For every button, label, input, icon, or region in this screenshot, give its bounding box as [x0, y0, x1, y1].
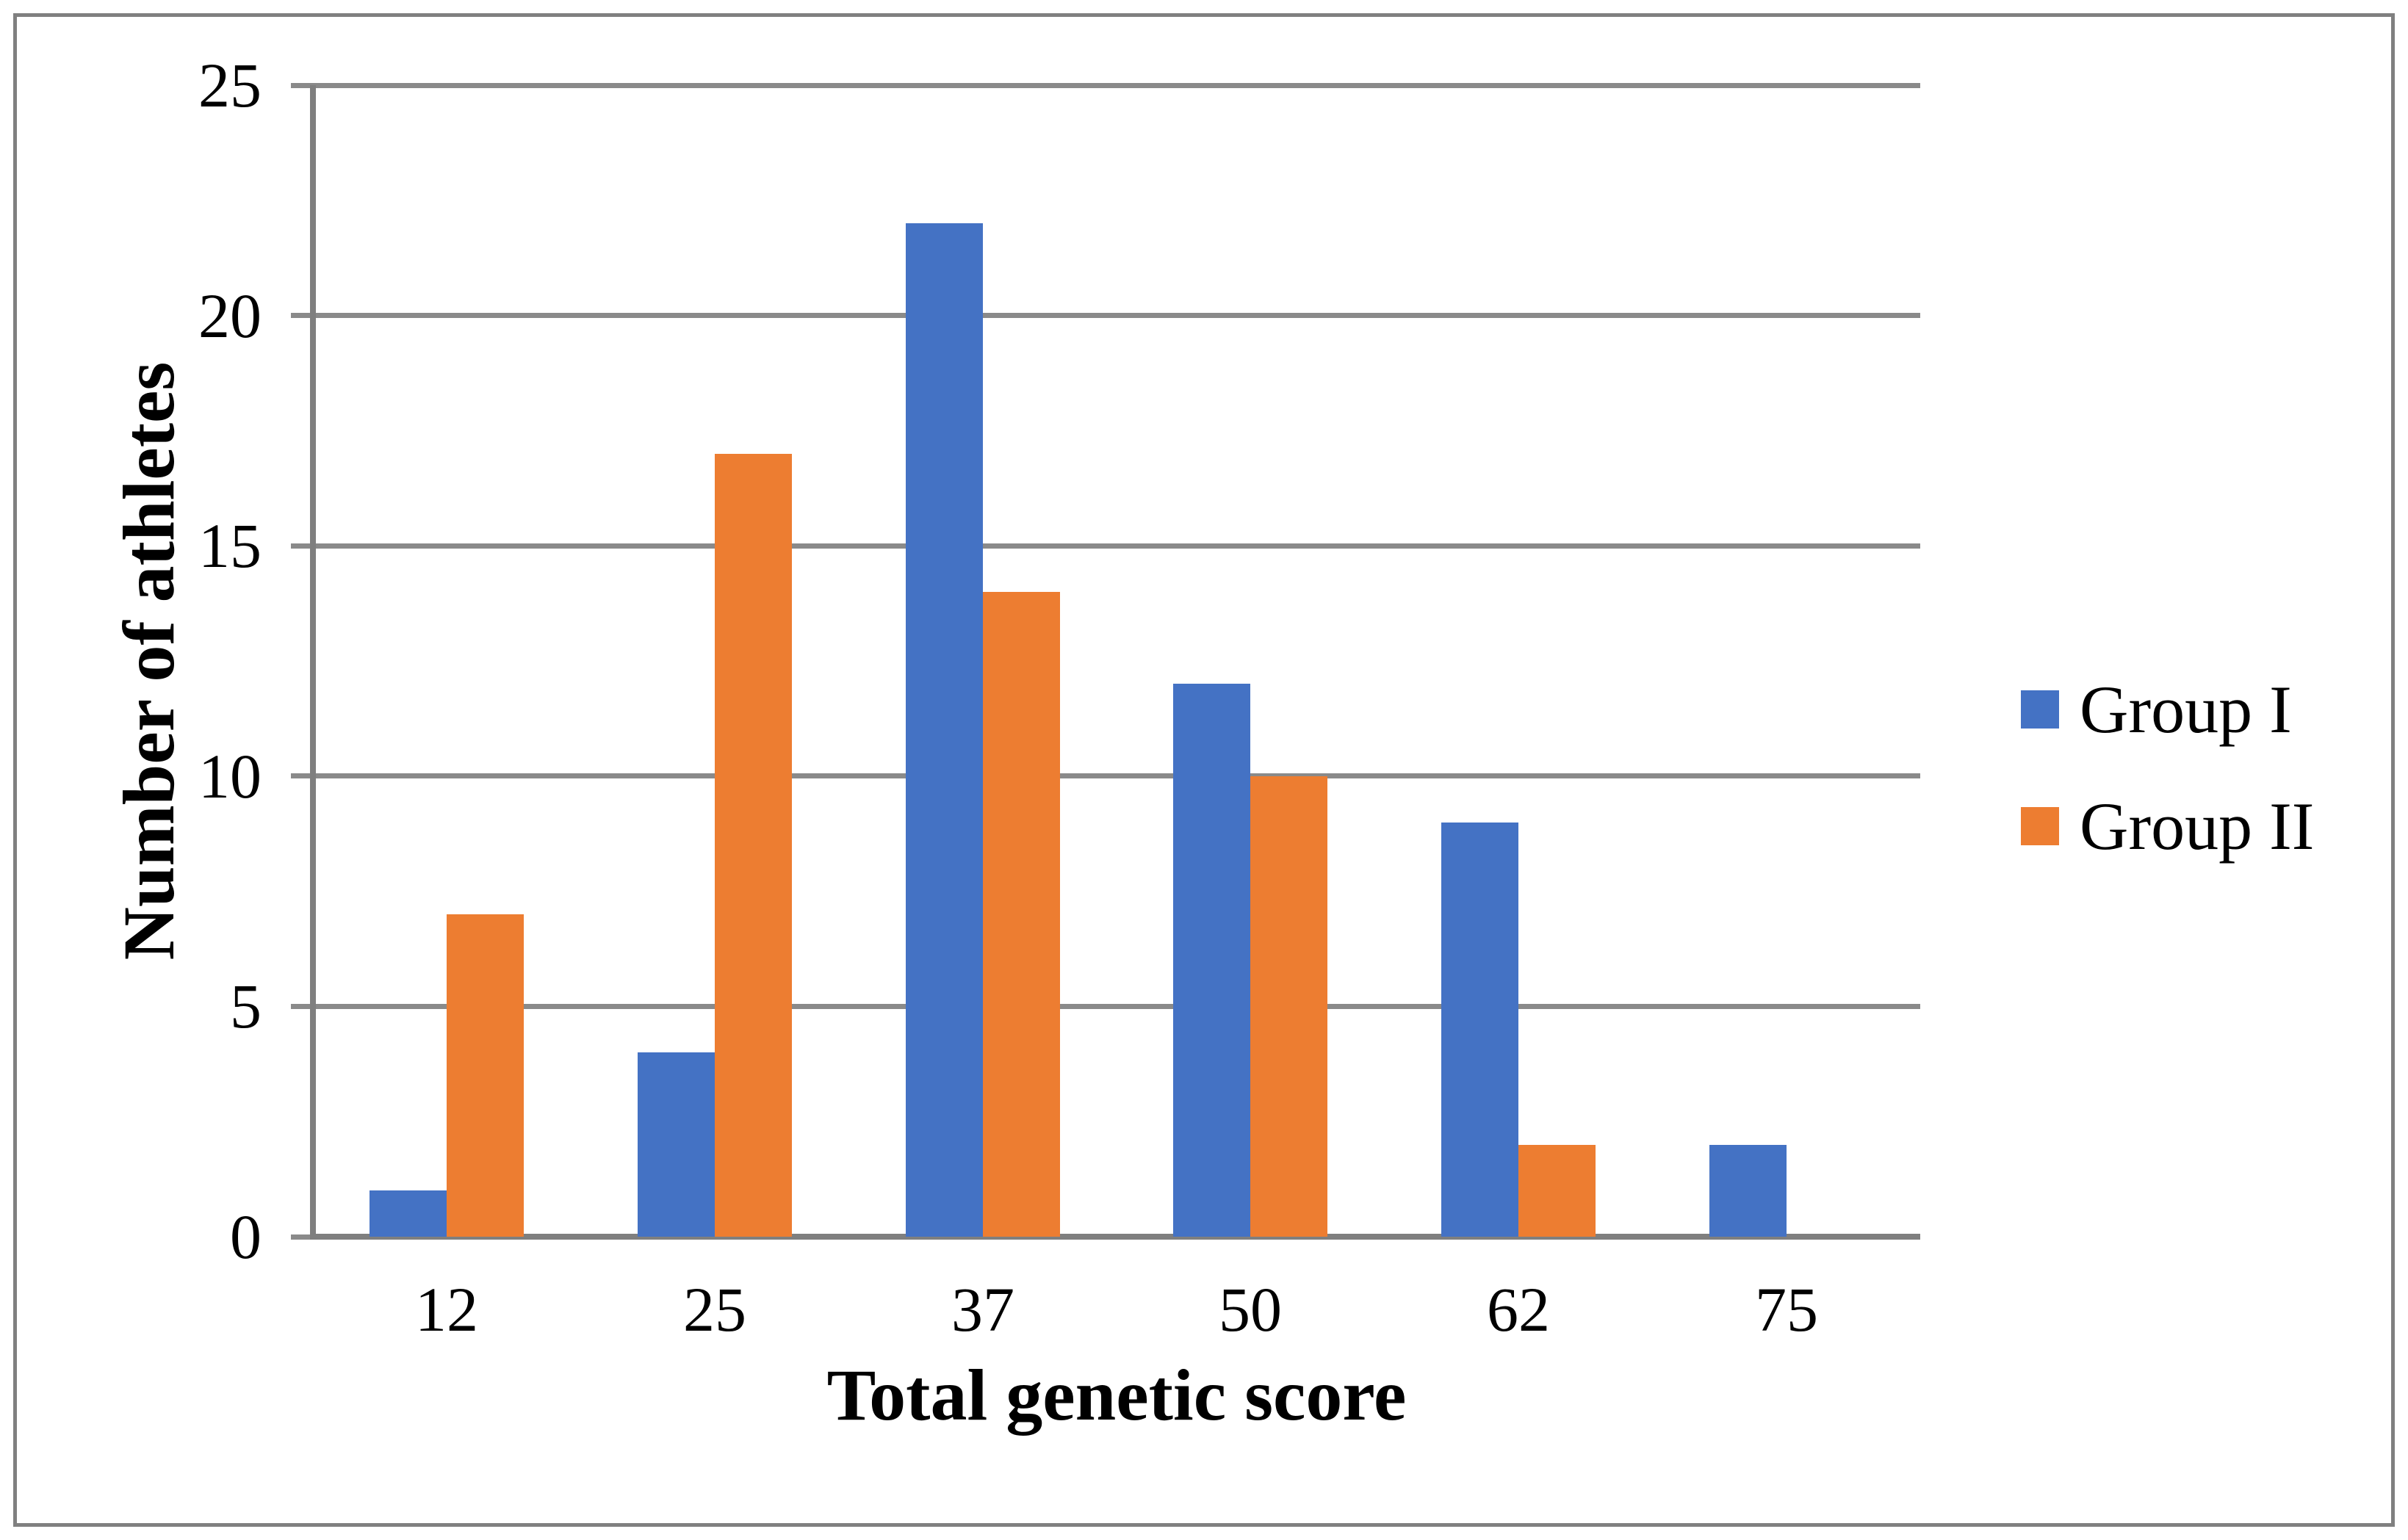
x-axis-line [313, 1234, 1920, 1240]
gridline-15 [313, 543, 1920, 549]
legend-label-group-i: Group I [2080, 672, 2292, 747]
y-tick-15 [291, 543, 313, 549]
bar-group-ii-50 [1250, 776, 1327, 1237]
y-tick-label-10: 10 [198, 741, 262, 811]
bar-group-i-62 [1441, 823, 1518, 1237]
y-tick-0 [291, 1234, 313, 1240]
y-tick-label-0: 0 [230, 1201, 262, 1272]
bar-group-i-12 [370, 1190, 447, 1237]
x-tick-label-25: 25 [683, 1274, 746, 1345]
y-tick-label-25: 25 [198, 50, 262, 120]
y-axis-title: Number of athletes [108, 361, 190, 961]
y-tick-5 [291, 1004, 313, 1009]
gridline-5 [313, 1004, 1920, 1009]
bar-group-i-25 [638, 1052, 715, 1237]
x-axis-title: Total genetic score [826, 1354, 1407, 1436]
gridline-20 [313, 313, 1920, 318]
legend-label-group-ii: Group II [2080, 789, 2315, 864]
y-tick-label-20: 20 [198, 281, 262, 351]
y-tick-20 [291, 313, 313, 318]
y-tick-label-5: 5 [230, 971, 262, 1041]
bar-group-ii-25 [715, 454, 792, 1237]
bar-group-ii-12 [447, 914, 524, 1237]
legend: Group I Group II [2021, 670, 2314, 866]
legend-item-group-ii: Group II [2021, 787, 2314, 866]
bar-group-ii-62 [1518, 1145, 1596, 1237]
y-tick-10 [291, 773, 313, 778]
y-tick-25 [291, 83, 313, 88]
legend-swatch-group-i [2021, 690, 2059, 729]
bar-group-ii-37 [983, 592, 1060, 1237]
legend-swatch-group-ii [2021, 807, 2059, 845]
chart-border-frame [13, 13, 2395, 1527]
x-tick-label-37: 37 [951, 1274, 1014, 1345]
x-tick-label-12: 12 [415, 1274, 478, 1345]
bar-group-i-37 [906, 223, 983, 1237]
legend-item-group-i: Group I [2021, 670, 2314, 749]
bar-group-i-75 [1709, 1145, 1787, 1237]
x-tick-label-75: 75 [1755, 1274, 1818, 1345]
y-tick-label-15: 15 [198, 510, 262, 581]
gridline-25 [313, 83, 1920, 88]
y-axis-line [310, 85, 316, 1240]
bar-group-i-50 [1173, 684, 1250, 1237]
gridline-10 [313, 773, 1920, 778]
x-tick-label-62: 62 [1487, 1274, 1550, 1345]
x-tick-label-50: 50 [1219, 1274, 1282, 1345]
